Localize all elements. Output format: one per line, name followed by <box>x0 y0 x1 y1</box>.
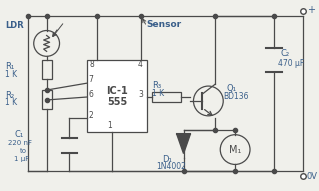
Text: 1 K: 1 K <box>5 70 17 79</box>
Text: R₂: R₂ <box>5 91 14 100</box>
Text: 8: 8 <box>89 60 94 69</box>
Text: 220 nF: 220 nF <box>8 140 32 146</box>
Text: 3: 3 <box>139 90 144 99</box>
Text: R₁: R₁ <box>5 62 14 71</box>
Text: 1: 1 <box>107 121 112 130</box>
Polygon shape <box>177 134 190 154</box>
Text: +: + <box>307 5 315 15</box>
Text: M₁: M₁ <box>229 145 241 155</box>
Text: 1N4002: 1N4002 <box>156 162 186 171</box>
Text: 1 K: 1 K <box>152 88 164 98</box>
Text: BD136: BD136 <box>223 92 249 101</box>
Text: 0V: 0V <box>307 172 318 181</box>
Bar <box>42 90 52 109</box>
Text: 7: 7 <box>88 75 93 84</box>
Bar <box>152 92 181 102</box>
Text: 470 µF: 470 µF <box>278 59 304 68</box>
Text: Q₁: Q₁ <box>226 83 236 93</box>
Text: 6: 6 <box>88 90 93 99</box>
Text: LDR: LDR <box>5 21 24 30</box>
Text: R₃: R₃ <box>152 81 161 90</box>
Text: 1 K: 1 K <box>5 98 17 108</box>
Text: 555: 555 <box>107 97 127 107</box>
Text: Sensor: Sensor <box>147 20 182 29</box>
Text: 2: 2 <box>88 111 93 120</box>
Text: D₁: D₁ <box>162 155 172 164</box>
Text: IC-1: IC-1 <box>106 86 128 96</box>
Bar <box>87 60 147 132</box>
Text: C₁: C₁ <box>15 130 24 139</box>
Text: 4: 4 <box>138 60 143 69</box>
Text: 1 µF: 1 µF <box>14 155 29 162</box>
Bar <box>42 60 52 79</box>
Text: to: to <box>20 148 27 154</box>
Text: C₂: C₂ <box>281 49 290 58</box>
